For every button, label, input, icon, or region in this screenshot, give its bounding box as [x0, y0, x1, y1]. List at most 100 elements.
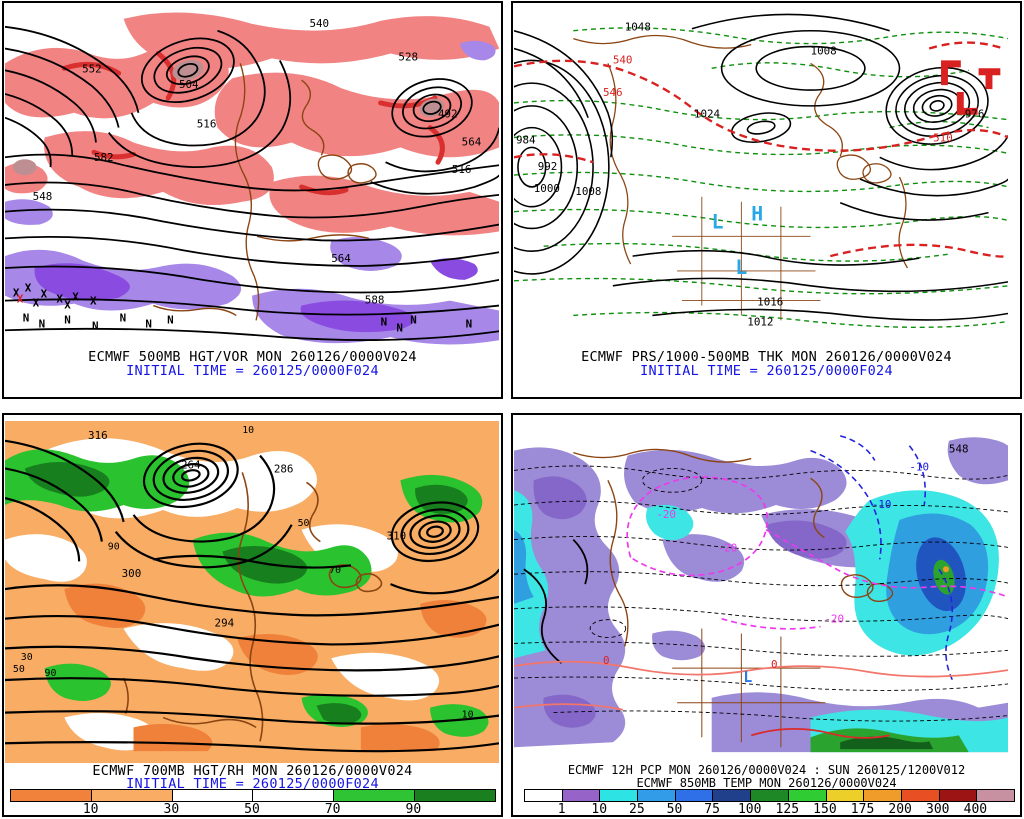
colorbar-tick: 25 — [629, 802, 645, 817]
svg-text:X: X — [72, 291, 79, 304]
svg-text:N: N — [92, 319, 99, 332]
caption-850temp: ECMWF 850MB TEMP MON 260126/0000V024 — [636, 776, 897, 790]
contour-label: 540 — [309, 17, 329, 30]
contour-label: 516 — [452, 163, 472, 176]
contour-label: 492 — [438, 108, 458, 121]
initial-time-700mb: INITIAL TIME = 260125/0000F024 — [126, 776, 379, 792]
colorbar-tick: 10 — [82, 802, 99, 817]
svg-text:X: X — [33, 297, 40, 310]
contour-label: 548 — [33, 190, 53, 203]
low-marker: L — [743, 669, 752, 686]
caption-prs-thk: ECMWF PRS/1000-500MB THK MON 260126/0000… — [581, 349, 952, 365]
isobar-label: 1008 — [575, 185, 601, 198]
map-500mb-hgt-vor: 540 552 528 504 516 582 492 564 516 548 … — [5, 12, 500, 345]
panel-700mb-hgt-rh[interactable]: 264 286 294 300 316 310 90 70 50 30 10 5… — [2, 413, 503, 817]
isobar-label: 1008 — [811, 44, 837, 57]
colorbar-tick: 90 — [405, 802, 422, 817]
contour-label: 528 — [398, 50, 418, 63]
contour-label: 588 — [365, 294, 385, 307]
high-marker: H — [751, 203, 763, 226]
svg-text:N: N — [23, 311, 30, 324]
colorbar-segment — [977, 790, 1014, 801]
colorbar-segment — [11, 790, 92, 801]
caption-500mb: ECMWF 500MB HGT/VOR MON 260126/0000V024 — [88, 349, 417, 365]
isotherm-label: -10 — [909, 460, 929, 473]
colorbar-tick: 30 — [163, 802, 180, 817]
colorbar-tick: 50 — [244, 802, 260, 817]
panel-prs-thickness[interactable]: L H L 1048 1008 1024 984 992 1000 1008 9… — [511, 1, 1022, 399]
svg-text:X: X — [25, 282, 32, 295]
rh-label: 10 — [242, 425, 254, 436]
colorbar-tick: 70 — [324, 802, 341, 817]
colorbar-segment — [788, 790, 827, 801]
low-marker: L — [735, 256, 747, 279]
rh-label: 50 — [13, 664, 25, 675]
colorbar-segment — [638, 790, 676, 801]
rh-label: 90 — [45, 668, 57, 679]
contour-label: 564 — [331, 252, 351, 265]
svg-text:N: N — [381, 315, 388, 328]
height-label: 286 — [274, 462, 294, 475]
rh-colorbar-ticks: 10 30 50 70 90 — [10, 802, 494, 817]
contour-label: 582 — [94, 151, 114, 164]
colorbar-segment — [334, 790, 416, 801]
panel-pcp-850temp[interactable]: 548 -10 -10 -20 -20 -20 0 0 L ECMWF 12H … — [511, 413, 1022, 817]
rh-colorbar — [10, 789, 496, 802]
contour-label: 552 — [82, 62, 102, 75]
colorbar-segment — [600, 790, 639, 801]
svg-text:X: X — [41, 288, 48, 301]
map-prs-thickness: L H L 1048 1008 1024 984 992 1000 1008 9… — [514, 13, 1009, 328]
colorbar-segment — [901, 790, 940, 801]
isobar-label: 1048 — [625, 21, 651, 34]
svg-text:X: X — [17, 293, 24, 306]
rh-label: 70 — [329, 565, 341, 576]
caption-700mb: ECMWF 700MB HGT/RH MON 260126/0000V024 — [92, 763, 413, 779]
contour-label: 564 — [462, 135, 482, 148]
colorbar-segment — [939, 790, 978, 801]
contour-label: 504 — [179, 78, 199, 91]
thickness-label: 540 — [613, 53, 633, 66]
zero-label: 0 — [771, 658, 778, 671]
low-marker: L — [712, 210, 724, 233]
caption-pcp: ECMWF 12H PCP MON 260126/0000V024 : SUN … — [567, 763, 966, 777]
height-label: 300 — [122, 567, 142, 580]
colorbar-segment — [172, 790, 254, 801]
pcp-colorbar — [524, 789, 1015, 802]
svg-text:N: N — [410, 313, 417, 326]
height-label: 548 — [949, 443, 969, 456]
isotherm-label: -20 — [824, 613, 844, 626]
svg-text:N: N — [120, 311, 127, 324]
isobar-label: 992 — [538, 160, 558, 173]
colorbar-tick: 125 — [775, 802, 800, 817]
colorbar-segment — [415, 790, 495, 801]
colorbar-segment — [253, 790, 335, 801]
colorbar-segment — [864, 790, 902, 801]
colorbar-tick: 50 — [666, 802, 683, 817]
colorbar-tick: 10 — [591, 802, 608, 817]
isobar-label: 1012 — [747, 315, 773, 328]
red-front-symbols — [941, 60, 1001, 115]
colorbar-segment — [562, 790, 601, 801]
vort-max-markers: X X X X X X X X X N N N N N N N N N N N — [13, 282, 472, 335]
colorbar-segment — [91, 790, 173, 801]
colorbar-segment — [675, 790, 714, 801]
colorbar-tick: 400 — [963, 802, 988, 817]
svg-text:N: N — [64, 313, 71, 326]
height-label: 310 — [387, 530, 407, 543]
initial-time-500mb: INITIAL TIME = 260125/0000F024 — [126, 363, 379, 379]
rh-label: 90 — [108, 542, 120, 553]
svg-text:N: N — [39, 317, 46, 330]
height-label: 264 — [181, 458, 201, 471]
colorbar-segment — [713, 790, 752, 801]
initial-time-prs-thk: INITIAL TIME = 260125/0000F024 — [640, 363, 893, 379]
colorbar-tick: 75 — [704, 802, 720, 817]
isotherm-label: -20 — [656, 508, 676, 521]
panel-500mb-hgt-vor[interactable]: 540 552 528 504 516 582 492 564 516 548 … — [2, 1, 503, 399]
rh-label: 30 — [21, 652, 33, 663]
isotherm-label: -10 — [872, 498, 892, 511]
height-label: 294 — [215, 617, 235, 630]
zero-label: 0 — [603, 654, 610, 667]
map-pcp-850temp: 548 -10 -10 -20 -20 -20 0 0 L — [514, 435, 1009, 753]
pcp-colorbar-ticks: 1 10 25 50 75 100 125 150 175 200 300 40… — [524, 802, 1013, 817]
